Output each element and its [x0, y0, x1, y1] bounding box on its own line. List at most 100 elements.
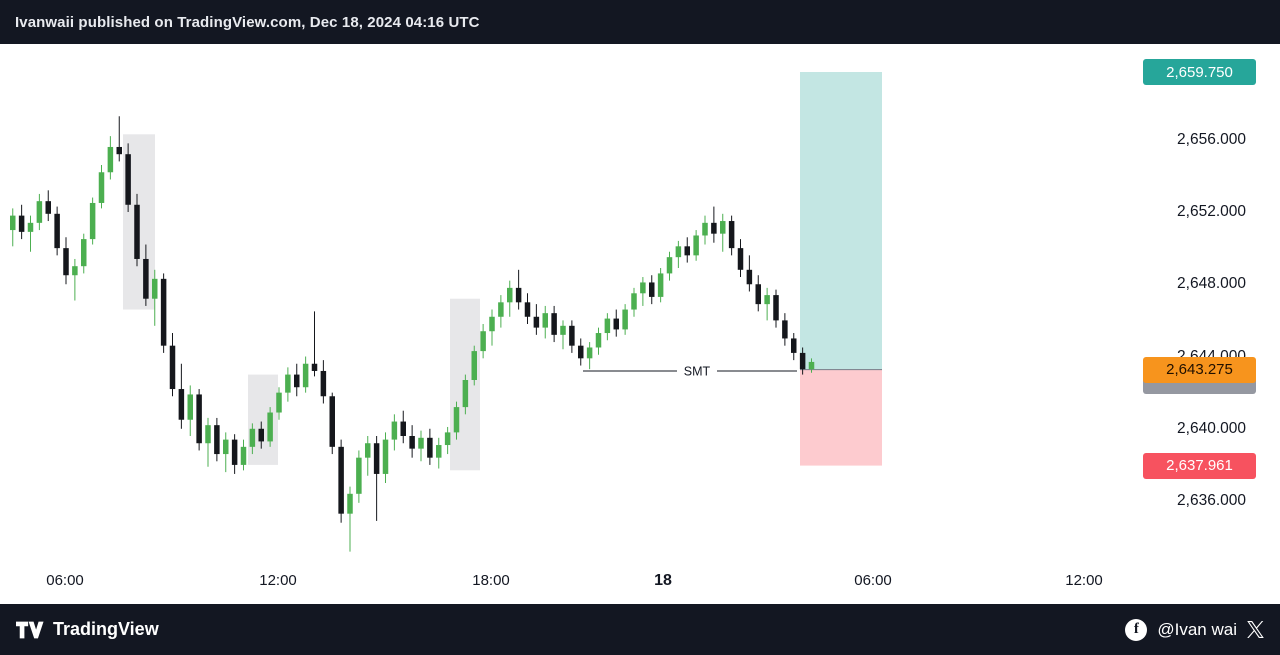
candle-body: [480, 331, 486, 352]
candle-body: [249, 428, 256, 447]
candle-body: [737, 248, 744, 270]
candle-body: [604, 318, 611, 334]
candle-body: [98, 172, 105, 203]
facebook-icon[interactable]: f: [1125, 618, 1148, 641]
candle-body: [498, 302, 504, 317]
candle-body: [569, 325, 575, 346]
candle-body: [45, 201, 51, 214]
candle-body: [143, 258, 149, 299]
price-tick-label: 2,652.000: [1177, 203, 1246, 220]
time-tick-label-day: 18: [654, 572, 672, 589]
candle-body: [356, 457, 362, 494]
candle-body: [409, 436, 415, 449]
candle-body: [276, 392, 282, 413]
candle-body: [453, 407, 460, 433]
candle-body: [533, 316, 540, 328]
candle-body: [72, 266, 78, 276]
tradingview-logo-icon: [16, 621, 44, 638]
tradingview-brand[interactable]: TradingView: [16, 619, 159, 640]
candle-body: [507, 287, 513, 303]
candle-body: [684, 246, 690, 256]
candle-body: [640, 282, 646, 294]
candle-body: [27, 222, 34, 232]
candle-body: [782, 320, 788, 339]
candle-body: [178, 389, 185, 420]
entry-price-badge: 2,643.275: [1143, 356, 1256, 383]
target-price-badge: 2,659.750: [1143, 59, 1256, 85]
candle-body: [365, 443, 371, 458]
candle-body: [613, 318, 619, 330]
social-links: f @Ivan wai: [1125, 618, 1264, 641]
candle-body: [169, 345, 176, 390]
candle-body: [382, 439, 389, 474]
time-tick-label: 18:00: [472, 572, 510, 589]
time-tick-label: 12:00: [1065, 572, 1103, 589]
candle-body: [152, 278, 158, 299]
candle-body: [214, 425, 220, 455]
candle-body: [649, 282, 655, 297]
candle-body: [799, 352, 806, 370]
candle-body: [231, 439, 238, 465]
candle-body: [160, 278, 167, 346]
candle-body: [347, 493, 353, 514]
candle-body: [311, 363, 318, 371]
candle-body: [125, 154, 131, 205]
candle-body: [258, 428, 264, 442]
candle-body: [54, 213, 60, 249]
header-bar: Ivanwaii published on TradingView.com, D…: [0, 0, 1280, 44]
candle-body: [18, 215, 25, 232]
candle-body: [462, 380, 469, 408]
candle-body: [223, 439, 229, 455]
x-twitter-icon[interactable]: [1247, 621, 1264, 638]
candle-body: [302, 363, 309, 388]
candle-body: [63, 248, 69, 276]
candle-body: [808, 361, 815, 370]
candle-body: [400, 421, 406, 436]
brand-name: TradingView: [53, 619, 159, 639]
candle-body: [578, 345, 584, 359]
candle-body: [267, 412, 273, 442]
time-tick-label: 06:00: [46, 572, 84, 589]
candle-body: [81, 239, 87, 267]
candle-body: [240, 446, 247, 465]
candle-body: [444, 432, 451, 446]
candle-body: [542, 313, 548, 328]
candle-body: [338, 446, 344, 514]
price-tick-label: 2,656.000: [1177, 130, 1246, 148]
candle-body: [116, 146, 122, 155]
stop-price-badge: 2,637.961: [1143, 452, 1256, 479]
candlestick-chart-canvas[interactable]: SMT: [0, 44, 1280, 604]
candle-body: [294, 374, 300, 388]
gray-highlight-zone: [248, 374, 278, 465]
candle-body: [764, 295, 770, 305]
candle-body: [187, 394, 193, 420]
time-tick-label: 12:00: [259, 572, 297, 589]
smt-label-background: [677, 361, 717, 380]
candle-body: [791, 338, 797, 353]
long-position-loss-zone[interactable]: [800, 369, 882, 466]
candle-body: [675, 246, 682, 258]
candle-body: [107, 146, 114, 173]
candle-body: [196, 394, 202, 444]
candle-body: [320, 370, 327, 397]
long-position-profit-zone[interactable]: [800, 72, 882, 370]
candle-body: [89, 202, 96, 240]
price-tick-label: 2,648.000: [1177, 275, 1246, 293]
candle-body: [560, 325, 566, 335]
candle-body: [773, 295, 779, 321]
candle-body: [746, 269, 753, 285]
candle-body: [711, 222, 717, 234]
candle-body: [720, 221, 726, 234]
candle-body: [489, 316, 495, 332]
chart-area: SMT 2,656.0002,652.0002,648.0002,644.000…: [0, 44, 1280, 604]
candle-body: [622, 309, 628, 330]
candle-body: [10, 215, 16, 231]
candle-body: [666, 257, 673, 274]
publish-caption: Ivanwaii published on TradingView.com, D…: [15, 13, 480, 31]
candle-body: [471, 351, 477, 380]
candle-body: [418, 437, 424, 449]
candle-body: [427, 437, 433, 458]
candle-body: [524, 302, 531, 317]
candle-body: [436, 445, 442, 458]
